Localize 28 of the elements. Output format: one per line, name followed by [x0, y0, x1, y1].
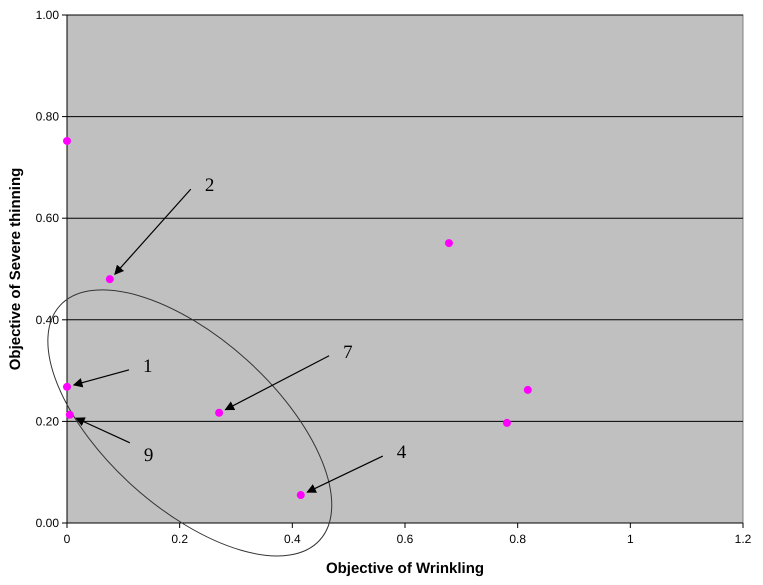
x-tick-label: 1 [626, 532, 634, 546]
y-tick-label: 0.00 [36, 516, 60, 530]
x-tick-label: 0.8 [509, 532, 526, 546]
y-axis-title: Objective of Severe thinning [7, 168, 24, 370]
y-tick-label: 1.00 [36, 8, 60, 22]
annotation: 2 [204, 175, 214, 196]
x-tick-label: 1.2 [734, 532, 752, 546]
point [63, 382, 71, 391]
point [296, 491, 305, 500]
point [106, 275, 114, 284]
x-tick-label: 0.2 [171, 532, 188, 546]
point [63, 136, 71, 145]
x-tick-label: 0.4 [284, 532, 301, 546]
y-tick-label: 0.80 [36, 110, 60, 124]
annotation: 7 [343, 342, 353, 363]
x-tick-label: 0 [64, 532, 71, 546]
point [502, 418, 511, 427]
annotation: 9 [144, 444, 154, 466]
x-axis-title: Objective of Wrinkling [326, 560, 484, 577]
point [215, 408, 224, 417]
point [66, 410, 74, 419]
y-tick-label: 0.20 [36, 414, 60, 428]
point [444, 239, 453, 248]
y-tick-label: 0.60 [36, 211, 60, 226]
x-tick-label: 0.6 [396, 532, 414, 546]
annotation: 4 [396, 442, 407, 464]
point [524, 386, 532, 394]
annotation: 1 [143, 356, 152, 377]
